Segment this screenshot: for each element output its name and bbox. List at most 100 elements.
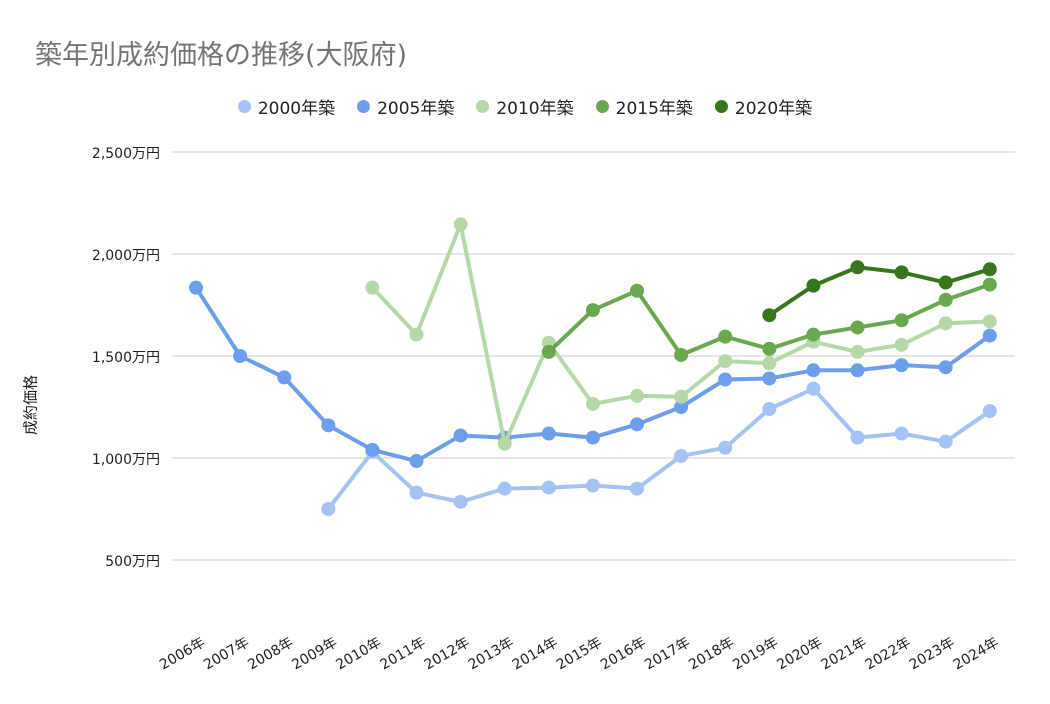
data-point	[938, 360, 953, 375]
x-tick-label: 2010年	[333, 635, 384, 674]
legend-label-2000: 2000年築	[257, 99, 336, 119]
data-point	[850, 320, 865, 335]
x-tick-label: 2013年	[466, 635, 517, 674]
y-tick-label: 1,000万円	[92, 452, 160, 468]
data-point	[409, 485, 424, 500]
data-point	[718, 440, 733, 455]
data-point	[453, 494, 468, 509]
series-group	[189, 217, 997, 516]
x-tick-label: 2023年	[907, 635, 958, 674]
x-tick-label: 2016年	[598, 635, 649, 674]
data-point	[541, 344, 556, 359]
y-tick-label: 2,500万円	[92, 146, 160, 162]
x-tick-label: 2008年	[245, 635, 296, 674]
data-point	[938, 292, 953, 307]
x-tick-labels: 2006年2007年2008年2009年2010年2011年2012年2013年…	[157, 635, 1002, 674]
x-tick-label: 2018年	[686, 635, 737, 674]
legend-label-2010: 2010年築	[496, 99, 574, 119]
x-tick-label: 2019年	[730, 635, 781, 674]
x-tick-label: 2024年	[951, 635, 1002, 674]
data-point	[938, 434, 953, 449]
data-point	[630, 417, 644, 432]
data-point	[630, 481, 644, 496]
data-point	[894, 337, 909, 352]
data-point	[806, 363, 821, 378]
series-0	[321, 381, 997, 516]
data-point	[982, 404, 997, 419]
data-point	[762, 356, 777, 371]
data-point	[894, 358, 909, 373]
data-point	[850, 430, 865, 445]
gridlines	[172, 151, 1015, 561]
data-point	[982, 262, 997, 277]
legend-item-2010: 2010年築	[476, 94, 574, 119]
legend-marker-2005	[357, 100, 371, 113]
x-tick-label: 2011年	[378, 635, 429, 674]
data-point	[585, 396, 600, 411]
x-tick-label: 2022年	[863, 635, 914, 674]
data-point	[409, 454, 424, 469]
legend-marker-2000	[237, 100, 251, 113]
x-tick-label: 2021年	[819, 635, 870, 674]
data-point	[762, 308, 777, 323]
data-point	[453, 428, 468, 443]
data-point	[982, 328, 997, 343]
series-line	[326, 386, 992, 511]
data-point	[850, 260, 865, 275]
x-tick-label: 2020年	[774, 635, 825, 674]
y-tick-label: 500万円	[105, 554, 160, 570]
data-point	[321, 418, 336, 433]
legend-item-2005: 2005年築	[357, 94, 454, 119]
data-point	[674, 347, 689, 362]
legend-marker-2015	[595, 100, 609, 113]
data-point	[718, 372, 733, 387]
x-tick-label: 2006年	[157, 635, 208, 674]
data-point	[850, 363, 865, 378]
data-point	[938, 316, 953, 331]
x-tick-label: 2012年	[422, 635, 473, 674]
x-tick-label: 2007年	[201, 635, 252, 674]
data-point	[806, 278, 821, 293]
data-point	[718, 329, 733, 344]
data-point	[806, 327, 821, 342]
y-tick-label: 2,000万円	[92, 248, 160, 264]
series-line	[767, 265, 992, 318]
x-tick-label: 2017年	[642, 635, 693, 674]
legend-item-2000: 2000年築	[237, 94, 336, 119]
data-point	[894, 265, 909, 280]
legend-label-2020: 2020年築	[734, 99, 813, 119]
legend-marker-2010	[476, 100, 490, 113]
data-point	[409, 327, 424, 342]
data-point	[365, 442, 380, 457]
data-point	[938, 275, 953, 290]
legend-label-2015: 2015年築	[615, 99, 693, 119]
data-point	[365, 280, 380, 295]
x-tick-label: 2014年	[510, 635, 561, 674]
data-point	[674, 400, 689, 414]
data-point	[630, 283, 644, 298]
data-point	[674, 448, 689, 463]
data-point	[718, 354, 733, 369]
data-point	[453, 217, 468, 232]
data-point	[277, 370, 292, 385]
data-point	[233, 349, 248, 363]
data-point	[894, 313, 909, 328]
x-tick-label: 2009年	[289, 635, 340, 674]
data-point	[762, 341, 777, 356]
chart-title: 築年別成約価格の推移(大阪府)	[35, 40, 408, 71]
data-point	[541, 480, 556, 495]
data-point	[850, 344, 865, 359]
y-tick-label: 1,500万円	[92, 350, 160, 366]
legend: 2000年築 2005年築 2010年築 2015年築 2020年築	[0, 94, 1050, 119]
data-point	[674, 389, 689, 404]
legend-marker-2020	[714, 100, 728, 113]
series-4	[762, 260, 997, 323]
legend-item-2020: 2020年築	[714, 94, 813, 119]
legend-item-2015: 2015年築	[595, 94, 693, 119]
x-tick-label: 2015年	[554, 635, 605, 674]
data-point	[497, 436, 512, 451]
data-point	[762, 371, 777, 386]
series-1	[189, 280, 997, 469]
data-point	[585, 303, 600, 318]
